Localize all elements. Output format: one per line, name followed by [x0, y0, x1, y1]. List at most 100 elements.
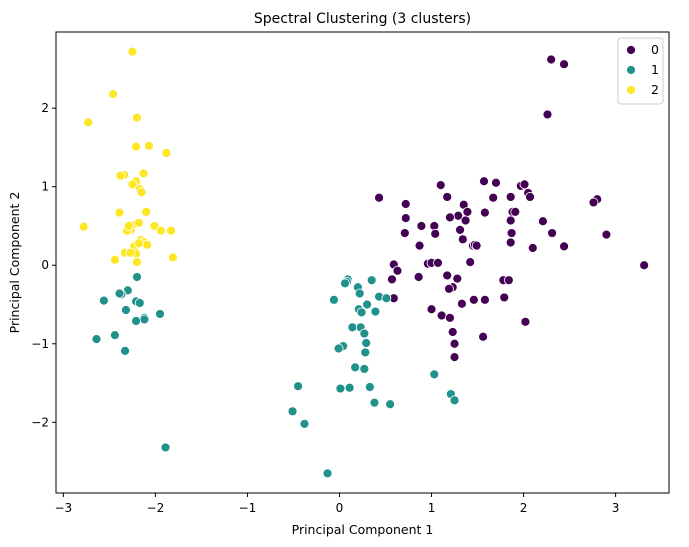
x-tick-label: −2 — [147, 501, 165, 515]
data-point-cluster-0 — [416, 221, 427, 231]
x-tick-label: −1 — [239, 501, 257, 515]
data-point-cluster-1 — [134, 298, 145, 308]
data-point-cluster-1 — [98, 295, 109, 306]
x-axis-label: Principal Component 1 — [292, 522, 434, 537]
data-point-cluster-0 — [639, 260, 650, 271]
data-point-cluster-0 — [499, 292, 510, 303]
data-point-cluster-1 — [131, 316, 141, 326]
legend: 0 1 2 — [617, 37, 664, 105]
data-point-cluster-2 — [144, 140, 154, 151]
data-point-cluster-0 — [547, 228, 558, 238]
data-point-cluster-0 — [442, 192, 453, 202]
legend-label-0: 0 — [651, 42, 659, 57]
data-point-cluster-2 — [110, 254, 120, 265]
data-point-cluster-2 — [125, 247, 136, 258]
data-point-cluster-0 — [400, 199, 411, 209]
data-point-cluster-1 — [120, 345, 130, 356]
data-point-cluster-2 — [132, 112, 142, 123]
data-point-cluster-2 — [141, 206, 152, 217]
data-point-cluster-2 — [136, 187, 147, 198]
data-point-cluster-1 — [350, 362, 361, 373]
data-point-cluster-2 — [115, 170, 126, 181]
data-point-cluster-0 — [546, 54, 557, 65]
data-point-cluster-0 — [491, 177, 501, 188]
data-point-cluster-0 — [510, 206, 521, 217]
data-point-cluster-0 — [538, 216, 548, 227]
data-point-cluster-1 — [361, 338, 372, 348]
data-point-cluster-1 — [354, 288, 365, 299]
data-point-cluster-2 — [132, 257, 142, 268]
data-point-cluster-1 — [299, 418, 310, 429]
data-point-cluster-0 — [505, 192, 516, 202]
data-point-cluster-0 — [447, 327, 458, 337]
data-point-cluster-0 — [399, 228, 410, 238]
data-point-cluster-1 — [293, 381, 303, 392]
legend-marker-2 — [626, 85, 636, 95]
data-point-cluster-1 — [362, 299, 373, 310]
data-point-cluster-1 — [322, 468, 333, 479]
x-tick-label: −3 — [55, 501, 73, 515]
data-point-cluster-2 — [127, 179, 138, 190]
legend-label-1: 1 — [651, 62, 659, 77]
data-point-cluster-2 — [83, 117, 94, 128]
data-point-cluster-0 — [392, 265, 403, 276]
data-point-cluster-2 — [156, 225, 166, 236]
data-point-cluster-0 — [505, 215, 516, 226]
data-point-cluster-1 — [333, 343, 344, 354]
data-point-cluster-0 — [414, 240, 425, 251]
data-point-cluster-1 — [91, 334, 102, 344]
data-point-cluster-1 — [359, 364, 370, 374]
data-point-cluster-0 — [445, 312, 455, 323]
data-point-cluster-1 — [160, 442, 171, 453]
x-tick-label: 1 — [428, 501, 436, 515]
data-point-cluster-0 — [465, 257, 476, 268]
data-point-cluster-0 — [478, 331, 488, 342]
data-point-cluster-0 — [506, 228, 517, 238]
data-point-cluster-0 — [542, 109, 553, 120]
data-point-cluster-1 — [287, 406, 298, 417]
data-point-cluster-0 — [488, 192, 499, 203]
data-point-cluster-0 — [519, 179, 530, 190]
data-point-cluster-2 — [114, 207, 125, 218]
y-tick-label: −2 — [31, 415, 49, 429]
data-point-cluster-1 — [381, 293, 392, 304]
data-point-cluster-0 — [588, 197, 599, 208]
data-point-cluster-2 — [123, 221, 134, 231]
data-point-cluster-2 — [78, 221, 89, 232]
data-point-cluster-0 — [435, 180, 446, 191]
y-tick-label: 0 — [41, 258, 49, 272]
data-point-cluster-0 — [445, 212, 455, 223]
data-point-cluster-0 — [426, 304, 437, 315]
data-point-cluster-0 — [457, 298, 467, 309]
x-tick-label: 3 — [612, 501, 620, 515]
data-point-cluster-0 — [436, 310, 447, 321]
x-tick-label: 0 — [336, 501, 344, 515]
data-point-cluster-1 — [155, 309, 165, 319]
data-point-cluster-2 — [142, 239, 153, 250]
data-point-cluster-1 — [360, 347, 371, 358]
data-point-cluster-0 — [525, 192, 535, 202]
data-point-cluster-2 — [127, 46, 138, 57]
data-point-cluster-0 — [455, 225, 465, 235]
data-point-cluster-0 — [527, 243, 538, 253]
legend-marker-1 — [626, 65, 636, 75]
plot-frame — [55, 31, 670, 494]
data-point-cluster-1 — [132, 272, 142, 282]
data-point-cluster-0 — [601, 229, 612, 240]
chart-title: Spectral Clustering (3 clusters) — [254, 11, 471, 27]
data-point-cluster-0 — [520, 316, 531, 327]
data-point-cluster-1 — [370, 306, 381, 317]
data-point-cluster-0 — [460, 215, 471, 226]
data-point-cluster-1 — [429, 369, 440, 380]
y-axis-label: Principal Component 2 — [7, 192, 22, 334]
data-point-cluster-1 — [366, 275, 377, 286]
data-point-cluster-2 — [131, 141, 141, 152]
data-point-cluster-0 — [480, 294, 490, 305]
data-point-cluster-1 — [110, 330, 120, 341]
data-point-cluster-0 — [449, 338, 460, 349]
data-point-cluster-2 — [161, 148, 172, 158]
data-point-cluster-1 — [335, 383, 346, 394]
y-tick-label: −1 — [31, 337, 49, 351]
data-point-cluster-1 — [364, 382, 375, 392]
